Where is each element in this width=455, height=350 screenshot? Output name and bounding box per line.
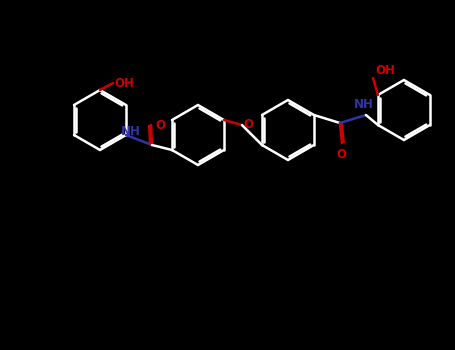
Text: OH: OH [114, 77, 134, 90]
Text: OH: OH [375, 64, 395, 77]
Text: NH: NH [354, 98, 374, 111]
Text: NH: NH [121, 125, 141, 138]
Text: O: O [243, 118, 253, 131]
Text: O: O [155, 119, 165, 132]
Text: O: O [336, 148, 346, 161]
